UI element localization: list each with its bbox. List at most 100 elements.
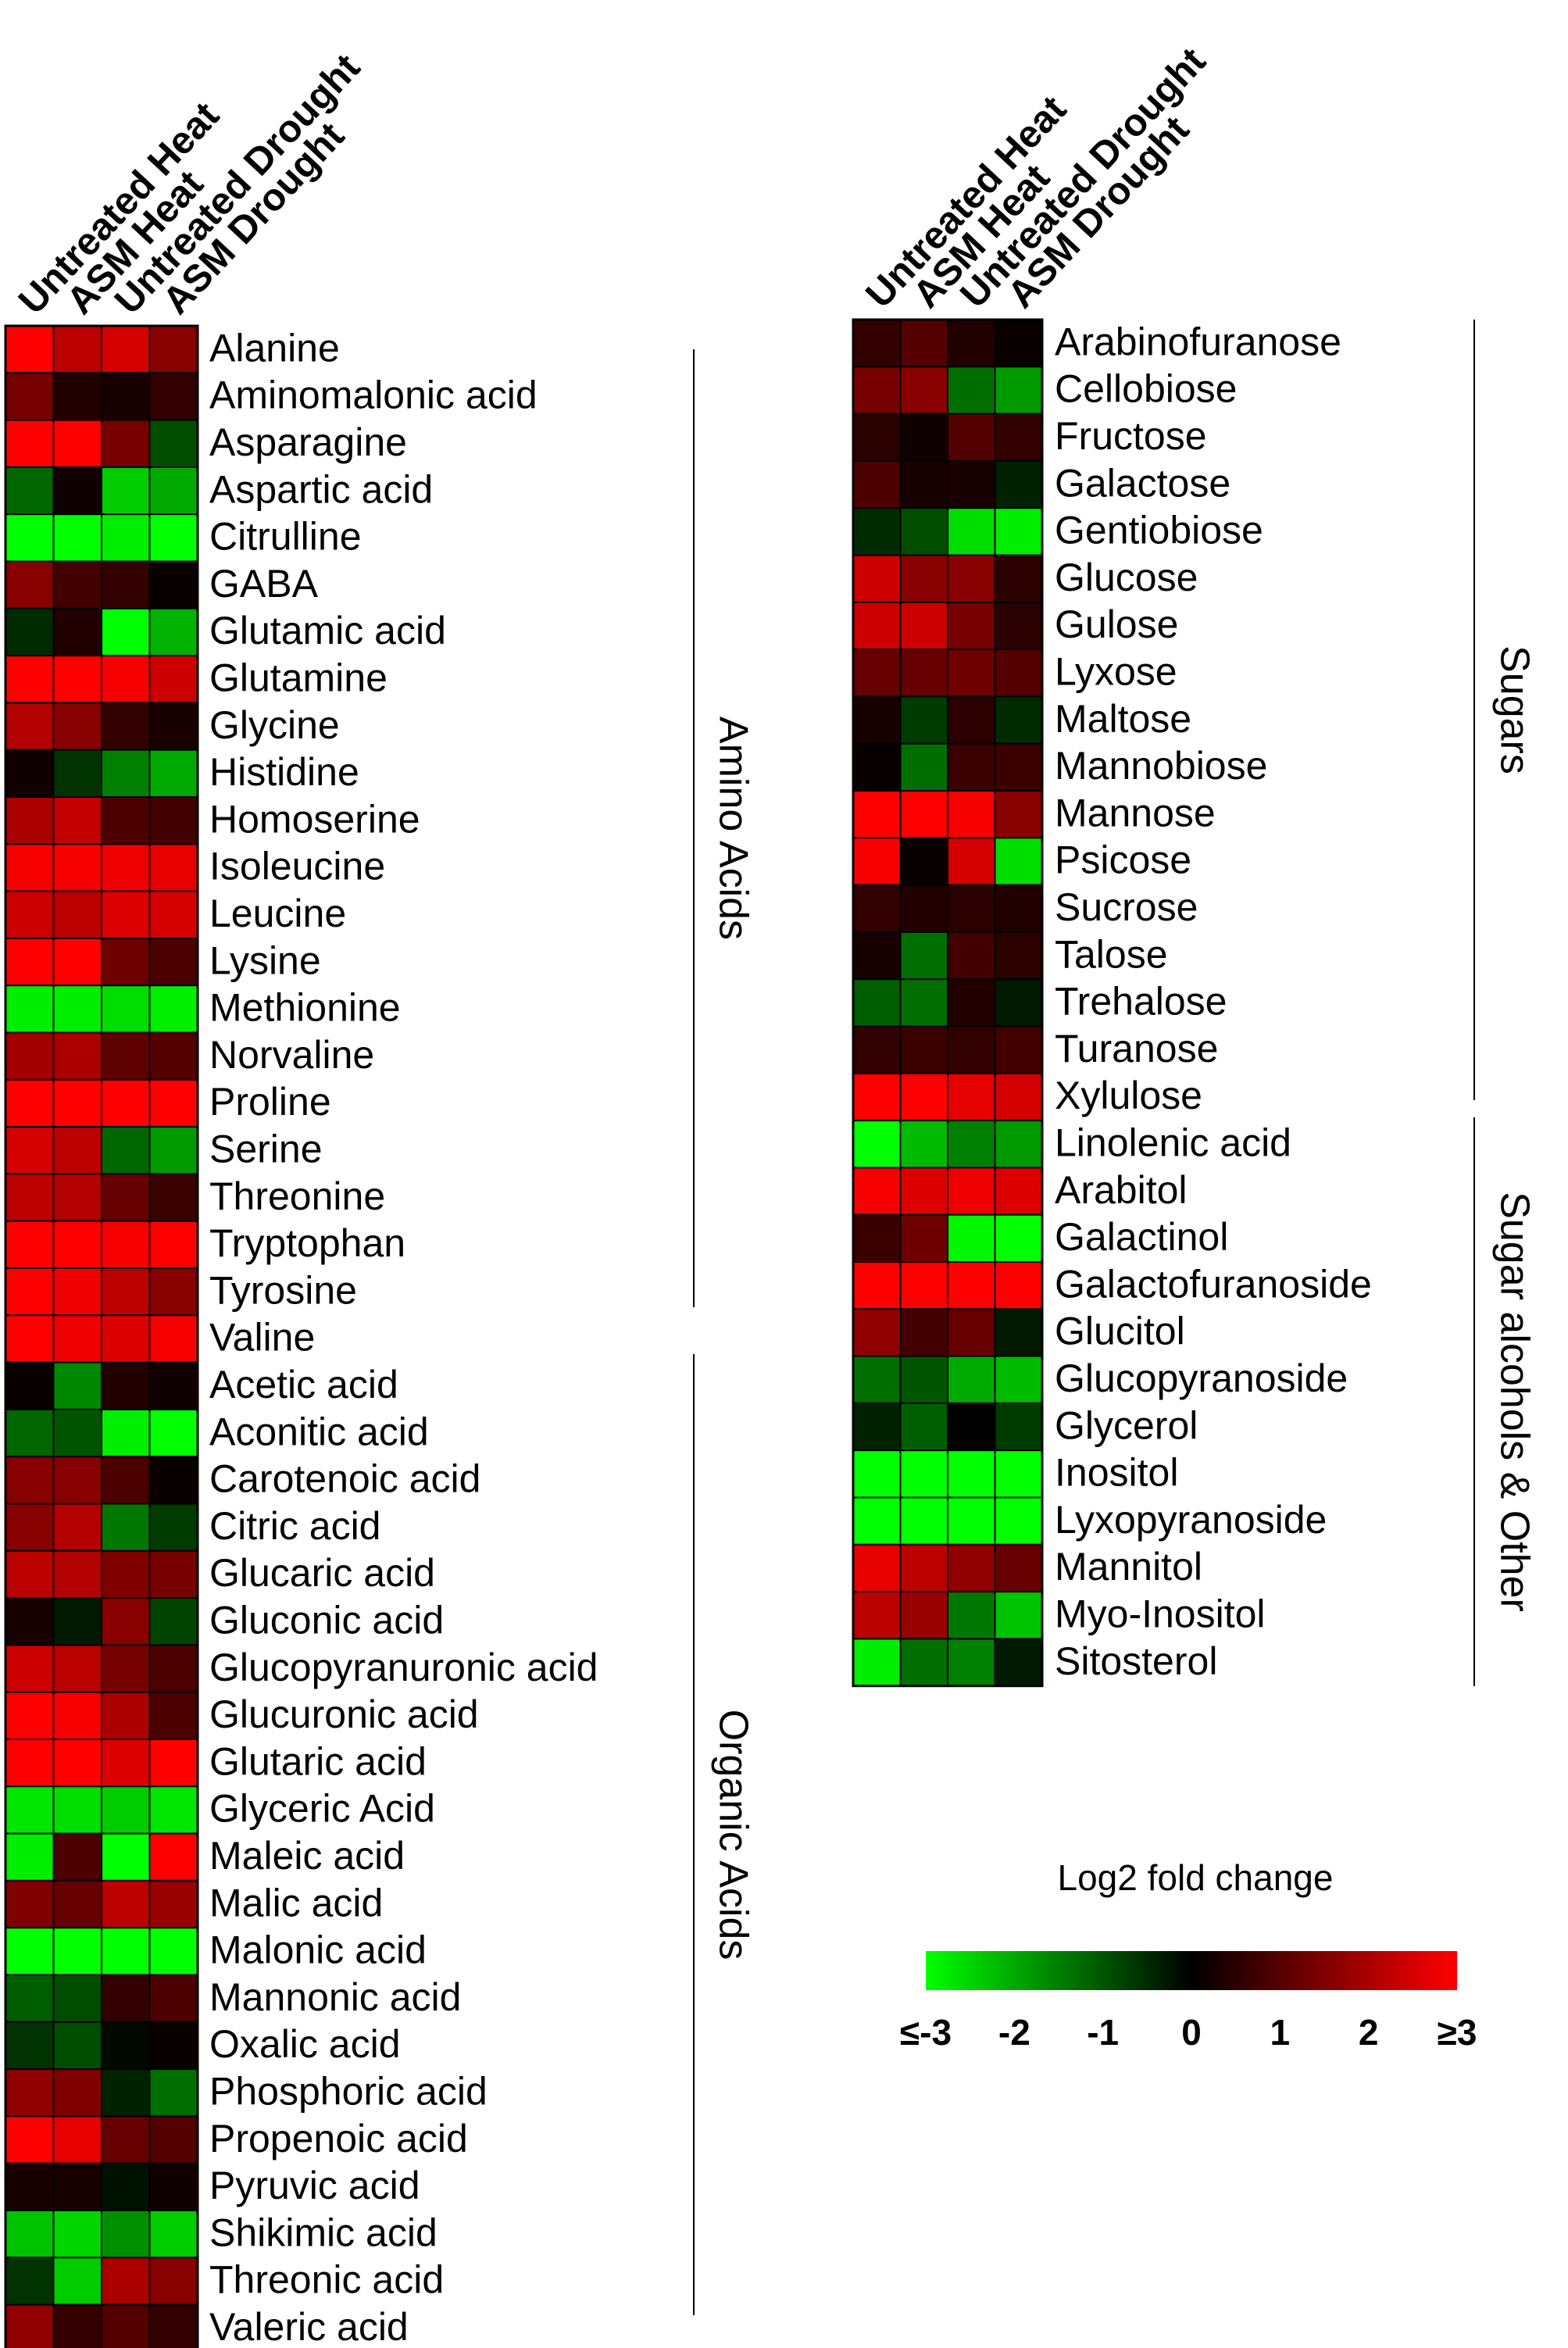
heatmap-cell: [5, 1879, 55, 1929]
heatmap-cell: [148, 2021, 198, 2071]
heatmap-cell: [852, 978, 902, 1027]
heatmap-cell: [994, 790, 1043, 839]
heatmap-cell: [994, 319, 1043, 368]
heatmap-cell: [101, 513, 151, 563]
heatmap-cell: [5, 2115, 55, 2164]
heatmap-cell: [52, 2021, 102, 2071]
heatmap-cell: [994, 742, 1043, 792]
heatmap-cell: [947, 1261, 996, 1310]
row-label: Phosphoric acid: [209, 2069, 488, 2113]
heatmap-cell: [994, 1543, 1043, 1593]
heatmap-cell: [148, 1974, 198, 2023]
heatmap-cell: [899, 742, 948, 792]
heatmap-cell: [101, 1974, 151, 2023]
heatmap-cell: [994, 1308, 1043, 1357]
heatmap-cell: [52, 1879, 102, 1929]
heatmap-cell: [101, 1644, 151, 1693]
heatmap-cell: [899, 1261, 948, 1310]
heatmap-cell: [852, 319, 902, 368]
heatmap-cell: [947, 1496, 996, 1546]
legend-tick-label: -1: [1087, 2012, 1119, 2053]
heatmap-cell: [148, 843, 198, 892]
group-label: Sugars: [1491, 645, 1537, 774]
heatmap-cell: [101, 1549, 151, 1599]
heatmap-cell: [101, 2257, 151, 2306]
heatmap-cell: [994, 601, 1043, 651]
heatmap-cell: [852, 601, 902, 651]
heatmap-cell: [52, 1597, 102, 1646]
heatmap-cell: [101, 1597, 151, 1646]
heatmap-cell: [52, 419, 102, 468]
row-label: Threonic acid: [209, 2258, 444, 2302]
heatmap-cell: [5, 1644, 55, 1693]
heatmap-cell: [148, 560, 198, 609]
heatmap-cell: [148, 796, 198, 845]
heatmap-cell: [994, 459, 1043, 509]
row-label: Glyceric Acid: [209, 1787, 435, 1831]
heatmap-cell: [101, 1739, 151, 1788]
heatmap-cell: [852, 507, 902, 556]
heatmap-cell: [52, 890, 102, 939]
heatmap-cell: [994, 695, 1043, 745]
heatmap-cell: [5, 1549, 55, 1599]
row-label: Alanine: [209, 326, 340, 370]
heatmap-cell: [148, 1503, 198, 1552]
heatmap-cell: [947, 978, 996, 1027]
row-label: Propenoic acid: [209, 2117, 468, 2160]
heatmap-cell: [148, 1597, 198, 1646]
heatmap-cell: [947, 884, 996, 933]
heatmap-cell: [947, 1213, 996, 1263]
heatmap-cell: [101, 1785, 151, 1835]
heatmap-cell: [852, 366, 902, 415]
row-label: Valeric acid: [209, 2305, 409, 2348]
row-label: Arabinofuranose: [1055, 320, 1341, 363]
heatmap-cell: [52, 2257, 102, 2306]
heatmap-cell: [5, 1503, 55, 1552]
heatmap-cell: [101, 1031, 151, 1081]
heatmap-cell: [852, 837, 902, 886]
legend-title: Log2 fold change: [1058, 1857, 1334, 1898]
heatmap-cell: [52, 1549, 102, 1599]
heatmap-cell: [994, 1025, 1043, 1074]
heatmap-cell: [994, 1496, 1043, 1546]
row-label: Carotenoic acid: [209, 1457, 480, 1501]
row-label: Talose: [1055, 932, 1168, 976]
heatmap-cell: [5, 513, 55, 563]
heatmap-cell: [899, 507, 948, 556]
heatmap-cell: [994, 1591, 1043, 1640]
heatmap-cell: [148, 2068, 198, 2117]
row-label: Glutaric acid: [209, 1739, 427, 1783]
heatmap-cell: [899, 1167, 948, 1216]
heatmap-cell: [148, 1173, 198, 1222]
heatmap-cell: [148, 1691, 198, 1740]
heatmap-cell: [947, 1072, 996, 1122]
heatmap-cell: [994, 554, 1043, 603]
legend-tick-label: 0: [1181, 2012, 1202, 2053]
heatmap-cell: [101, 1503, 151, 1552]
heatmap-cell: [947, 413, 996, 462]
row-label: Glycerol: [1055, 1403, 1198, 1447]
heatmap-cell: [899, 837, 948, 886]
heatmap-cell: [947, 1402, 996, 1452]
legend-tick-label: ≤-3: [900, 2012, 952, 2053]
heatmap-cell: [899, 1591, 948, 1640]
heatmap-cell: [994, 978, 1043, 1027]
heatmap-cell: [899, 319, 948, 368]
heatmap-cell: [947, 459, 996, 509]
group-label: Organic Acids: [710, 1710, 755, 1960]
heatmap-cell: [148, 1785, 198, 1835]
heatmap-cell: [101, 419, 151, 468]
row-label: Citric acid: [209, 1504, 380, 1548]
heatmap-cell: [852, 1496, 902, 1546]
row-label: Tryptophan: [209, 1221, 405, 1265]
heatmap-cell: [947, 366, 996, 415]
heatmap-cell: [101, 372, 151, 421]
heatmap-cell: [101, 2068, 151, 2117]
legend-tick-label: 2: [1359, 2012, 1379, 2053]
row-label: Valine: [209, 1316, 315, 1360]
heatmap-cell: [994, 507, 1043, 556]
group-label: Sugar alcohols & Other: [1491, 1192, 1537, 1612]
heatmap-cell: [5, 1456, 55, 1505]
heatmap-cell: [994, 413, 1043, 462]
heatmap-cell: [899, 366, 948, 415]
